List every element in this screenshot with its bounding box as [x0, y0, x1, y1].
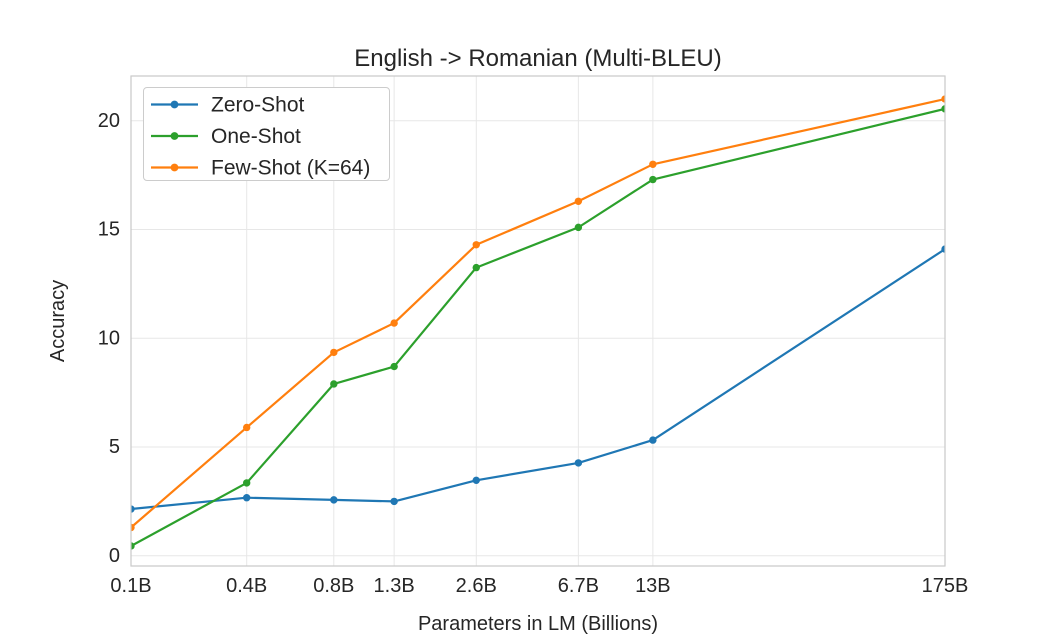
y-tick-label: 5	[109, 436, 120, 458]
data-point-few-shot-k-64-0.1B	[131, 523, 135, 532]
legend-marker-icon	[170, 100, 179, 109]
y-tick-label: 10	[98, 327, 120, 349]
legend: Zero-Shot One-Shot Few-Shot (K=64)	[143, 87, 390, 181]
plot-border	[130, 75, 946, 567]
series-line-zero-shot	[131, 248, 945, 511]
data-point-zero-shot-175B	[941, 245, 945, 253]
legend-item-few-shot-k-64: Few-Shot (K=64)	[151, 157, 370, 180]
data-point-few-shot-k-64-175B	[941, 95, 945, 103]
legend-item-zero-shot: Zero-Shot	[151, 94, 305, 117]
y-tick-label: 20	[98, 110, 120, 132]
legend-marker-icon	[170, 132, 179, 140]
x-tick-label: 1.3B	[374, 575, 415, 597]
series-line-one-shot	[131, 107, 945, 547]
y-tick-labels: 0 5 10 15 20	[98, 110, 120, 567]
data-point-few-shot-k-64-6.7B	[574, 197, 583, 205]
series-one-shot	[131, 105, 945, 550]
y-tick-label: 0	[109, 545, 120, 567]
y-axis-label: Accuracy	[47, 280, 69, 362]
x-axis-label: Parameters in LM (Billions)	[418, 613, 658, 635]
series-group	[131, 95, 945, 550]
data-point-few-shot-k-64-1.3B	[390, 319, 398, 327]
data-point-one-shot-2.6B	[472, 263, 480, 272]
data-point-zero-shot-6.7B	[574, 459, 583, 467]
data-point-one-shot-0.1B	[131, 542, 135, 550]
data-point-one-shot-1.3B	[390, 362, 398, 371]
data-point-one-shot-13B	[649, 175, 657, 184]
legend-label: One-Shot	[211, 125, 301, 148]
data-point-few-shot-k-64-0.4B	[242, 423, 251, 432]
x-tick-label: 175B	[922, 575, 969, 597]
data-point-zero-shot-13B	[649, 436, 657, 444]
data-point-one-shot-6.7B	[574, 223, 583, 232]
data-point-zero-shot-0.8B	[330, 496, 338, 504]
x-tick-label: 2.6B	[456, 575, 497, 597]
x-tick-label: 6.7B	[558, 575, 599, 597]
data-point-one-shot-0.4B	[242, 479, 251, 487]
legend-box	[143, 87, 390, 181]
chart-title: English -> Romanian (Multi-BLEU)	[354, 45, 721, 72]
data-point-one-shot-0.8B	[330, 380, 338, 388]
data-point-zero-shot-2.6B	[472, 476, 480, 485]
x-tick-label: 0.1B	[110, 575, 151, 597]
series-few-shot-k-64	[131, 95, 945, 532]
data-point-zero-shot-0.4B	[242, 494, 251, 502]
y-tick-label: 15	[98, 219, 120, 241]
x-tick-label: 13B	[635, 575, 671, 597]
x-tick-label: 0.4B	[226, 575, 267, 597]
data-point-zero-shot-1.3B	[390, 497, 398, 506]
x-tick-labels: 0.1B 0.4B 0.8B 1.3B 2.6B 6.7B 13B 175B	[110, 575, 968, 597]
series-zero-shot	[131, 245, 945, 513]
legend-marker-icon	[170, 163, 179, 172]
data-point-few-shot-k-64-0.8B	[330, 348, 338, 357]
legend-item-one-shot: One-Shot	[151, 125, 301, 148]
data-point-few-shot-k-64-2.6B	[472, 241, 480, 249]
legend-label: Zero-Shot	[211, 94, 305, 117]
data-point-zero-shot-0.1B	[131, 505, 135, 513]
series-line-few-shot-k-64	[131, 97, 945, 529]
legend-label: Few-Shot (K=64)	[211, 157, 370, 180]
x-tick-label: 0.8B	[313, 575, 354, 597]
data-point-few-shot-k-64-13B	[649, 160, 657, 169]
data-point-one-shot-175B	[941, 105, 945, 113]
